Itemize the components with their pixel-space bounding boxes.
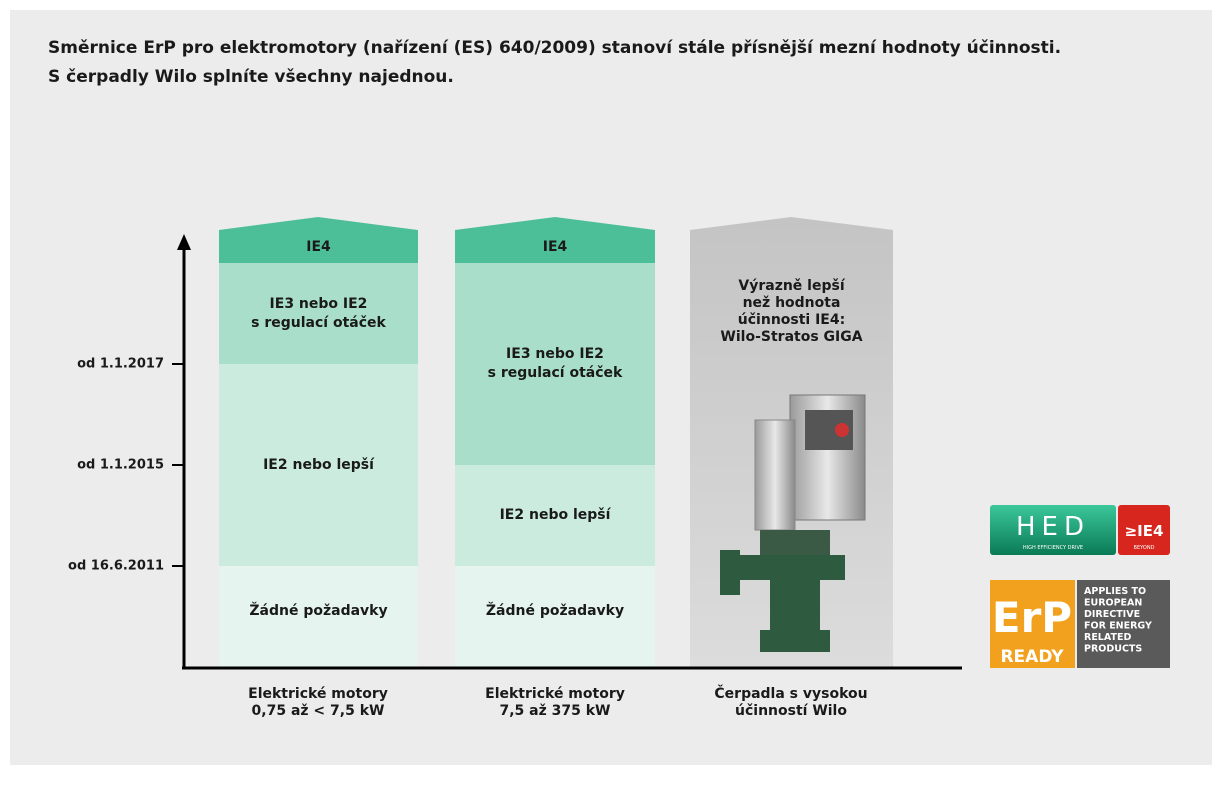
text: IE4 <box>306 238 331 257</box>
text: Žádné požadavky <box>486 602 624 621</box>
erp-ready: READY <box>1000 647 1064 667</box>
hed-name: HED <box>1016 512 1090 542</box>
erp-text-line: RELATED <box>1084 632 1131 643</box>
text: Žádné požadavky <box>249 602 387 621</box>
cap-label: IE4 <box>219 231 418 263</box>
text: Elektrické motory <box>208 686 428 703</box>
text: 0,75 až < 7,5 kW <box>208 703 428 720</box>
erp-text-line: PRODUCTS <box>1084 644 1142 655</box>
segment-label: Žádné požadavky <box>455 566 655 656</box>
segment-label: Žádné požadavky <box>219 566 418 656</box>
text: Elektrické motory <box>445 686 665 703</box>
text: účinnosti IE4: <box>738 312 845 329</box>
text: IE4 <box>543 238 568 257</box>
text: 7,5 až 375 kW <box>445 703 665 720</box>
erp-name: ErP <box>992 593 1072 642</box>
text: s regulací otáček <box>251 314 386 333</box>
text: než hodnota <box>743 295 841 312</box>
ie4-text: ≥IE4 <box>1125 522 1164 540</box>
axis-label: od 16.6.2011 <box>68 559 164 574</box>
erp-text-line: APPLIES TO <box>1084 586 1146 597</box>
erp-text-line: EUROPEAN <box>1084 598 1142 609</box>
title: Směrnice ErP pro elektromotory (nařízení… <box>48 38 1061 58</box>
title: S čerpadly Wilo splníte všechny najednou… <box>48 67 454 87</box>
segment-label: IE2 nebo lepší <box>219 364 418 566</box>
erp-text-line: DIRECTIVE <box>1084 609 1140 620</box>
text: s regulací otáček <box>488 364 623 383</box>
axis-label: od 1.1.2017 <box>77 357 164 372</box>
text: IE2 nebo lepší <box>500 506 611 525</box>
text: Wilo-Stratos GIGA <box>720 329 862 346</box>
cap-label: IE4 <box>455 231 655 263</box>
text: IE3 nebo IE2 <box>270 295 368 314</box>
text: Výrazně lepší <box>738 278 844 295</box>
page: HED HIGH EFFICIENCY DRIVE ≥IE4 BEYOND Er… <box>0 0 1222 789</box>
text: Čerpadla s vysokou <box>681 686 901 703</box>
segment-label: IE2 nebo lepší <box>455 465 655 566</box>
hed-sub: HIGH EFFICIENCY DRIVE <box>1023 545 1083 551</box>
text: IE3 nebo IE2 <box>506 345 604 364</box>
text: IE2 nebo lepší <box>263 456 374 475</box>
text: účinností Wilo <box>681 703 901 720</box>
erp-text-line: FOR ENERGY <box>1084 621 1152 632</box>
axis-label: od 1.1.2015 <box>77 458 164 473</box>
ie4-sub: BEYOND <box>1134 545 1155 551</box>
